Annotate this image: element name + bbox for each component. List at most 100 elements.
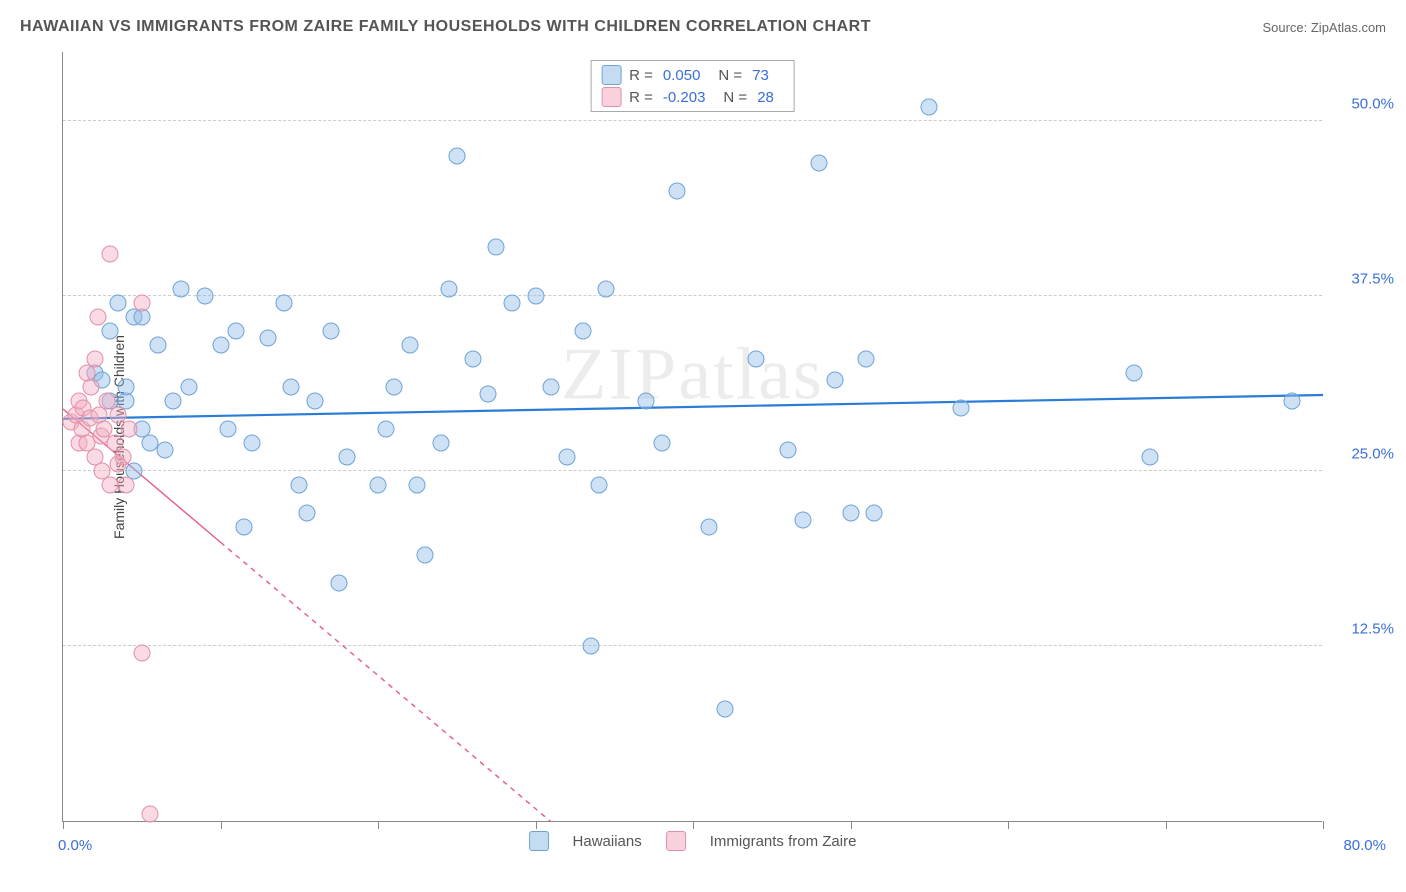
data-point xyxy=(748,351,765,368)
data-point xyxy=(1141,449,1158,466)
x-tick xyxy=(1166,821,1167,829)
data-point xyxy=(157,442,174,459)
data-point xyxy=(149,337,166,354)
data-point xyxy=(401,337,418,354)
data-point xyxy=(637,393,654,410)
swatch-pink xyxy=(601,87,621,107)
data-point xyxy=(133,295,150,312)
data-point xyxy=(582,638,599,655)
n-label: N = xyxy=(723,89,747,106)
source-label: Source: ZipAtlas.com xyxy=(1262,20,1386,35)
data-point xyxy=(448,148,465,165)
x-tick xyxy=(851,821,852,829)
data-point xyxy=(220,421,237,438)
data-point xyxy=(385,379,402,396)
n-label: N = xyxy=(718,67,742,84)
data-point xyxy=(1283,393,1300,410)
grid-line xyxy=(63,645,1322,646)
series-legend: Hawaiians Immigrants from Zaire xyxy=(529,831,857,851)
data-point xyxy=(716,701,733,718)
grid-line xyxy=(63,470,1322,471)
data-point xyxy=(795,512,812,529)
data-point xyxy=(598,281,615,298)
legend-row-zaire: R = -0.203 N = 28 xyxy=(601,87,784,107)
n-value-pink: 28 xyxy=(757,89,774,106)
x-tick xyxy=(536,821,537,829)
data-point xyxy=(121,421,138,438)
data-point xyxy=(842,505,859,522)
watermark: ZIPatlas xyxy=(561,332,824,417)
data-point xyxy=(653,435,670,452)
data-point xyxy=(236,519,253,536)
data-point xyxy=(377,421,394,438)
data-point xyxy=(181,379,198,396)
data-point xyxy=(370,477,387,494)
data-point xyxy=(244,435,261,452)
data-point xyxy=(322,323,339,340)
data-point xyxy=(409,477,426,494)
grid-line xyxy=(63,295,1322,296)
data-point xyxy=(543,379,560,396)
data-point xyxy=(417,547,434,564)
data-point xyxy=(440,281,457,298)
legend-label-hawaiians: Hawaiians xyxy=(573,833,642,850)
data-point xyxy=(488,239,505,256)
data-point xyxy=(165,393,182,410)
data-point xyxy=(480,386,497,403)
y-tick-label: 25.0% xyxy=(1351,446,1394,463)
n-value-blue: 73 xyxy=(752,67,769,84)
data-point xyxy=(503,295,520,312)
data-point xyxy=(259,330,276,347)
r-label: R = xyxy=(629,89,653,106)
data-point xyxy=(952,400,969,417)
data-point xyxy=(307,393,324,410)
data-point xyxy=(779,442,796,459)
data-point xyxy=(866,505,883,522)
swatch-blue xyxy=(601,65,621,85)
data-point xyxy=(114,449,131,466)
data-point xyxy=(669,183,686,200)
data-point xyxy=(89,309,106,326)
swatch-blue xyxy=(529,831,549,851)
data-point xyxy=(559,449,576,466)
data-point xyxy=(212,337,229,354)
data-point xyxy=(173,281,190,298)
data-point xyxy=(141,806,158,823)
x-tick xyxy=(378,821,379,829)
x-axis-max-label: 80.0% xyxy=(1343,837,1386,854)
r-value-pink: -0.203 xyxy=(663,89,706,106)
correlation-legend: R = 0.050 N = 73 R = -0.203 N = 28 xyxy=(590,60,795,112)
data-point xyxy=(228,323,245,340)
data-point xyxy=(291,477,308,494)
legend-label-zaire: Immigrants from Zaire xyxy=(710,833,857,850)
scatter-chart: Family Households with Children ZIPatlas… xyxy=(62,52,1322,822)
data-point xyxy=(464,351,481,368)
data-point xyxy=(118,379,135,396)
grid-line xyxy=(63,120,1322,121)
x-axis-min-label: 0.0% xyxy=(58,837,92,854)
data-point xyxy=(527,288,544,305)
y-tick-label: 50.0% xyxy=(1351,96,1394,113)
data-point xyxy=(118,477,135,494)
r-value-blue: 0.050 xyxy=(663,67,701,84)
data-point xyxy=(330,575,347,592)
x-tick xyxy=(221,821,222,829)
data-point xyxy=(433,435,450,452)
chart-title: HAWAIIAN VS IMMIGRANTS FROM ZAIRE FAMILY… xyxy=(20,18,871,36)
data-point xyxy=(102,477,119,494)
y-tick-label: 12.5% xyxy=(1351,621,1394,638)
x-tick xyxy=(693,821,694,829)
data-point xyxy=(811,155,828,172)
x-tick xyxy=(1008,821,1009,829)
data-point xyxy=(102,323,119,340)
data-point xyxy=(826,372,843,389)
data-point xyxy=(110,295,127,312)
data-point xyxy=(299,505,316,522)
data-point xyxy=(338,449,355,466)
data-point xyxy=(921,99,938,116)
data-point xyxy=(83,379,100,396)
data-point xyxy=(86,351,103,368)
data-point xyxy=(102,246,119,263)
legend-row-hawaiians: R = 0.050 N = 73 xyxy=(601,65,784,85)
data-point xyxy=(141,435,158,452)
